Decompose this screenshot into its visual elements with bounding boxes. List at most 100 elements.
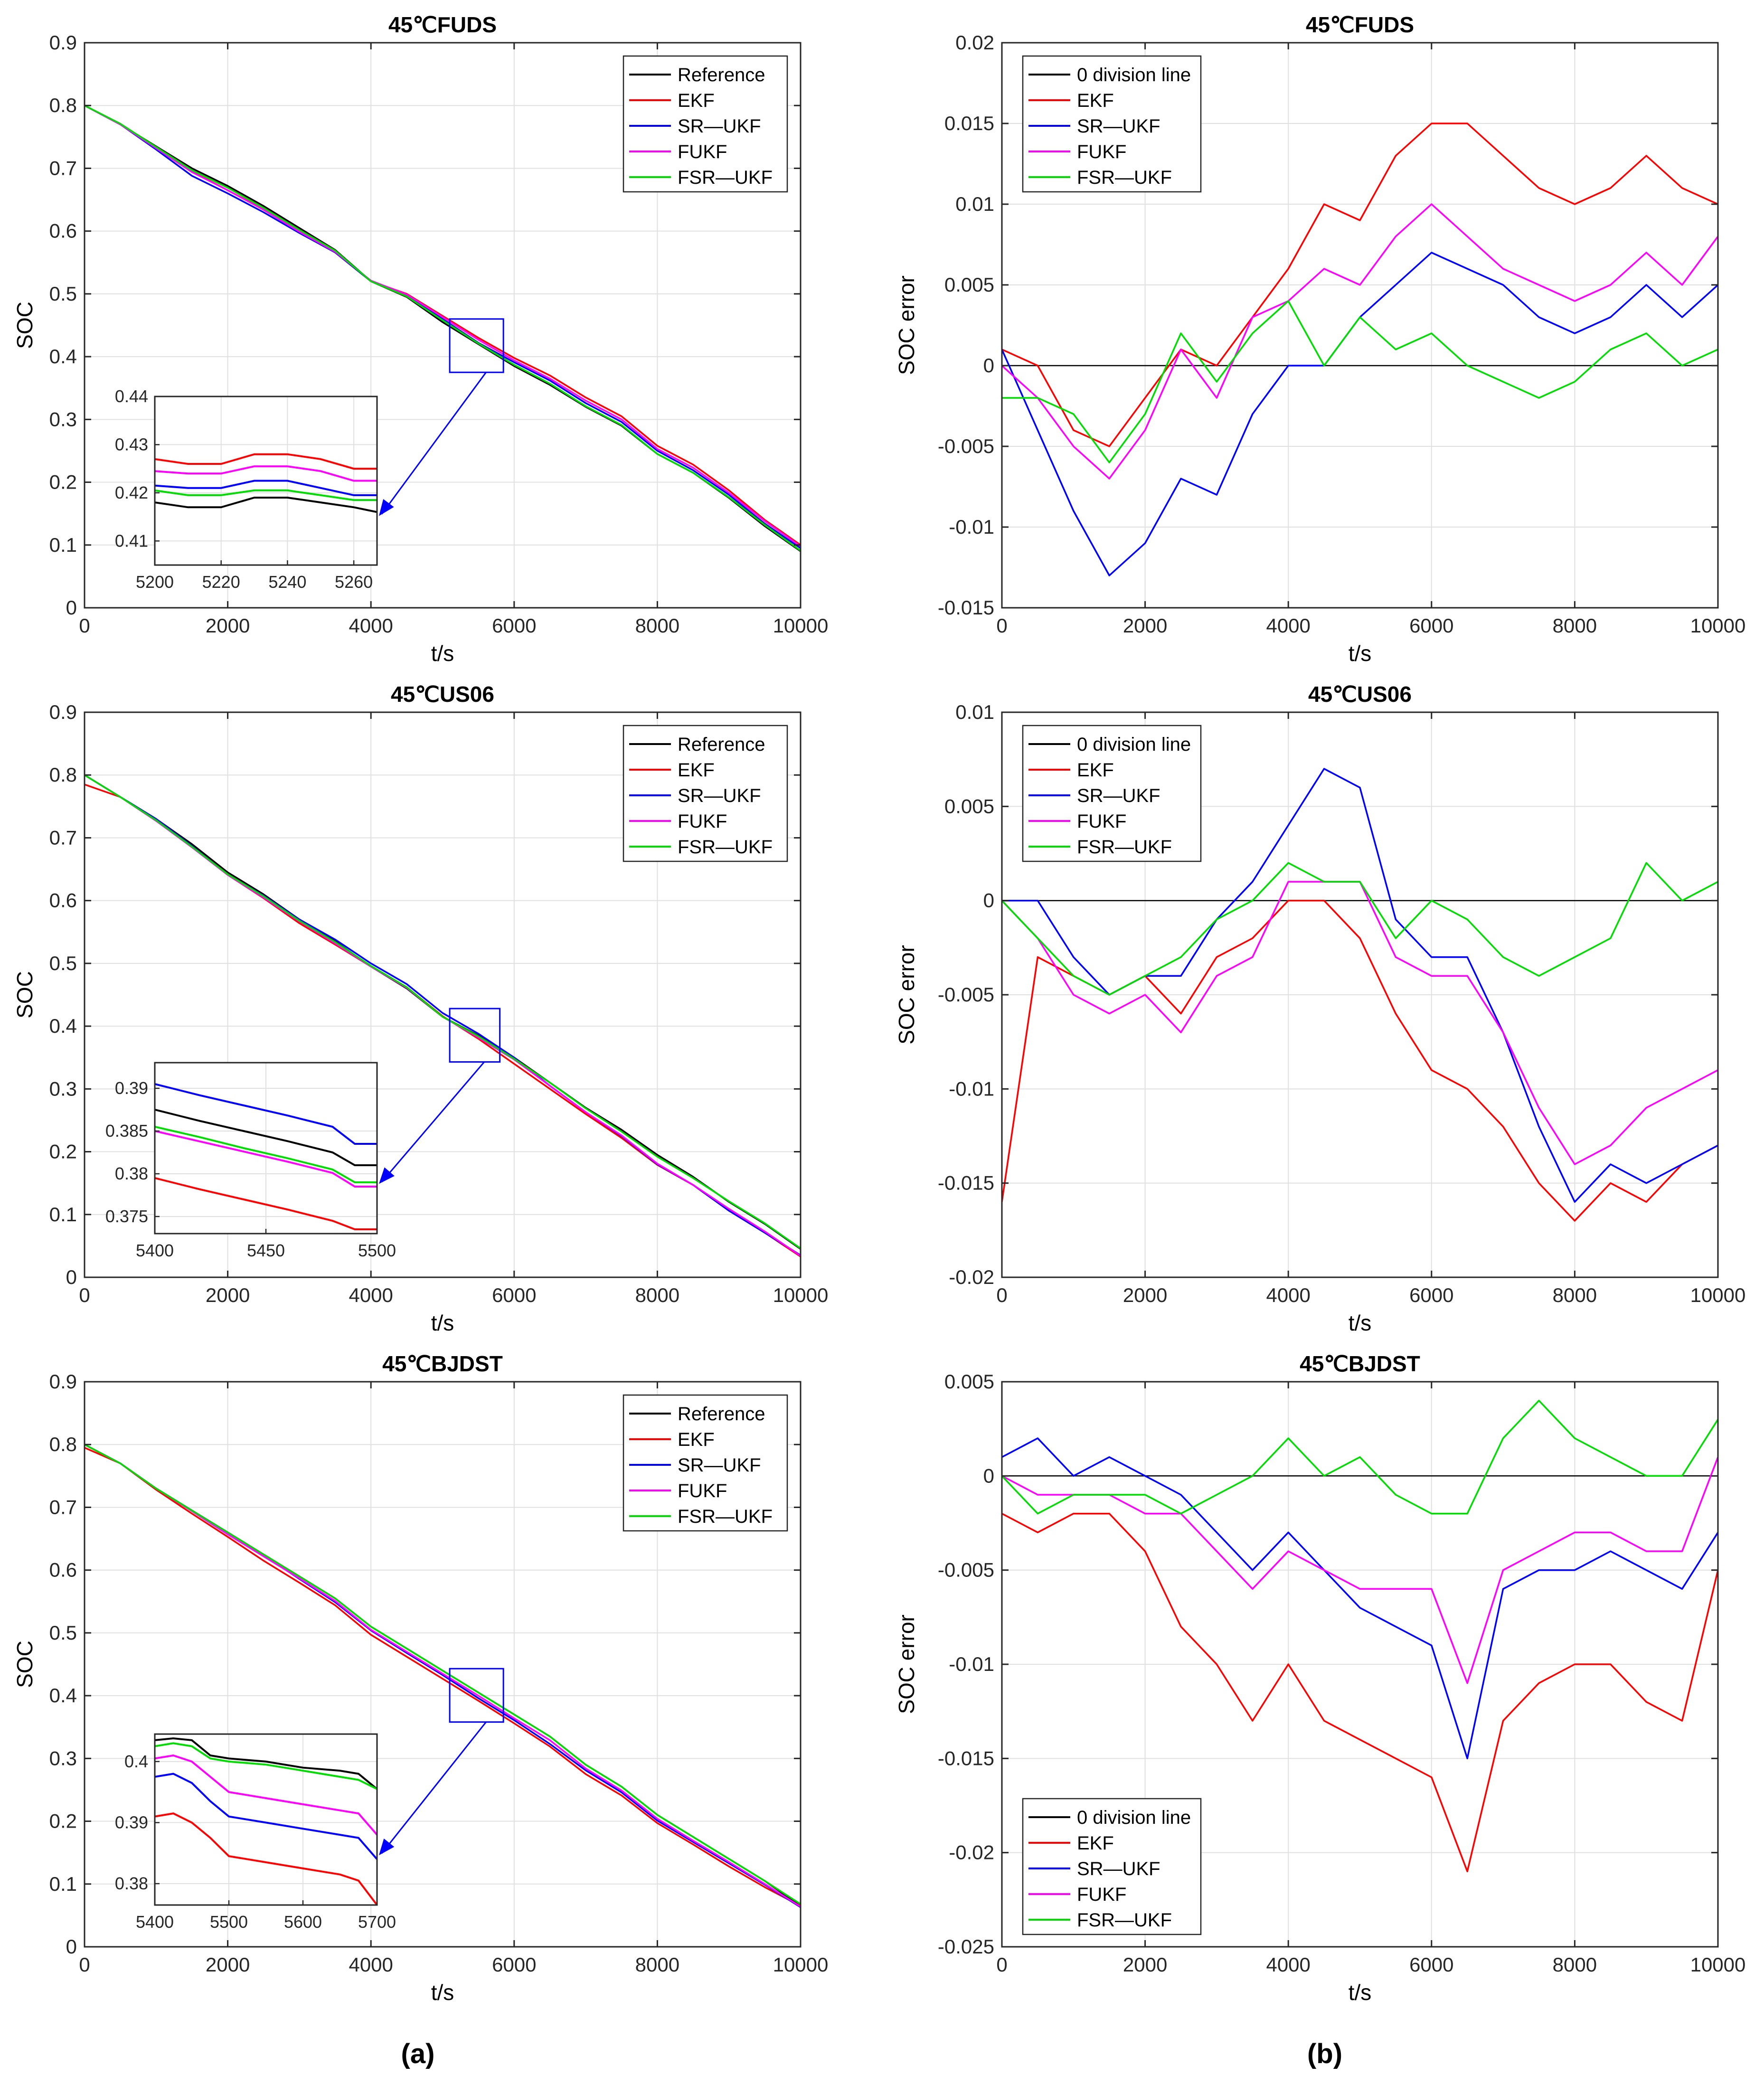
zoom-arrow-head <box>379 499 394 516</box>
y-tick-label: 0.8 <box>49 1433 77 1455</box>
legend-label: SR—UKF <box>1077 785 1160 806</box>
legend: Reference EKF SR—UKF FUKF FSR—UKF <box>623 725 788 862</box>
x-tick-label: 2000 <box>1123 1284 1167 1306</box>
y-tick-label: 0.4 <box>49 1684 77 1707</box>
inset-series-line-fsr-ukf <box>155 1742 377 1790</box>
x-tick-label: 4000 <box>349 1953 393 1976</box>
x-axis-label: t/s <box>431 641 454 666</box>
inset-series-line-reference <box>155 1737 377 1790</box>
inset-chart: 5200 5220 5240 5260 0.41 0.42 0.43 0.44 <box>115 387 378 592</box>
series-line-fsr-ukf <box>1002 1399 1718 1515</box>
x-tick-label: 8000 <box>1553 1284 1597 1306</box>
series-line-sr-ukf <box>85 104 801 549</box>
chart-2: 0 2000 4000 6000 8000 10000 -0.015 -0.01 -0.005 0… <box>894 12 1745 666</box>
inset-y-tick-label: 0.38 <box>115 1874 148 1893</box>
inset-x-tick-label: 5400 <box>136 1912 174 1932</box>
x-tick-label: 10000 <box>1690 614 1746 637</box>
chart-title: 45℃US06 <box>1308 682 1412 707</box>
x-tick-label: 0 <box>79 614 90 637</box>
legend-box <box>623 1394 788 1532</box>
inset-series-line-ekf <box>155 1812 377 1905</box>
inset-frame <box>154 396 378 566</box>
y-tick-label: 0.7 <box>49 826 77 849</box>
panel-label-b: (b) <box>1307 2038 1342 2069</box>
y-tick-label: 0.1 <box>49 1203 77 1226</box>
y-tick-label: 0.3 <box>49 1747 77 1769</box>
inset-x-tick-label: 5500 <box>358 1241 396 1260</box>
legend-label: EKF <box>1077 1833 1114 1854</box>
y-axis-label: SOC error <box>894 1614 919 1714</box>
y-tick-label: 0 <box>66 1935 77 1958</box>
y-tick-label: 0.9 <box>49 1370 77 1393</box>
x-tick-label: 10000 <box>773 1953 829 1976</box>
inset-x-tick-label: 5500 <box>210 1912 248 1932</box>
x-tick-label: 6000 <box>1409 1284 1453 1306</box>
chart-title: 45℃US06 <box>391 682 494 707</box>
legend-label: FUKF <box>1077 1884 1126 1905</box>
inset-x-tick-label: 5200 <box>136 572 174 592</box>
legend-label: EKF <box>678 90 715 111</box>
inset-x-tick-label: 5400 <box>136 1241 174 1260</box>
y-tick-label: 0.015 <box>944 112 994 134</box>
legend-label: SR—UKF <box>678 1455 761 1476</box>
axes-frame <box>1001 42 1719 609</box>
y-tick-label: -0.025 <box>938 1935 994 1958</box>
series-line-fsr-ukf <box>85 774 801 1249</box>
x-tick-label: 8000 <box>1553 614 1597 637</box>
y-tick-label: 0.6 <box>49 889 77 912</box>
y-tick-label: 0.5 <box>49 1622 77 1644</box>
legend-label: EKF <box>1077 760 1114 781</box>
y-tick-label: 0.8 <box>49 94 77 116</box>
y-tick-label: 0.9 <box>49 701 77 723</box>
chart-6: 0 2000 4000 6000 8000 10000 -0.025 -0.02 -0.015 -… <box>894 1351 1745 2005</box>
x-tick-label: 0 <box>79 1953 90 1976</box>
y-tick-label: 0.02 <box>955 31 994 54</box>
x-tick-label: 6000 <box>1409 1953 1453 1976</box>
y-axis-label: SOC <box>12 971 37 1019</box>
x-tick-label: 8000 <box>635 614 679 637</box>
axes-frame <box>84 1381 802 1948</box>
x-tick-label: 0 <box>996 614 1007 637</box>
series-line-sr-ukf <box>1002 1437 1718 1760</box>
zoom-arrow <box>381 1721 487 1854</box>
legend-label: FUKF <box>678 1481 727 1501</box>
y-tick-label: 0.1 <box>49 1873 77 1895</box>
x-tick-label: 10000 <box>1690 1284 1746 1306</box>
inset-series-line-fsr-ukf <box>155 489 377 501</box>
legend-label: Reference <box>678 734 765 755</box>
legend: Reference EKF SR—UKF FUKF FSR—UKF <box>623 55 788 193</box>
legend-label: EKF <box>1077 90 1114 111</box>
series-line-ekf <box>85 1447 801 1907</box>
legend-box <box>1022 725 1202 862</box>
x-tick-label: 0 <box>79 1284 90 1306</box>
chart-5: 0 2000 4000 6000 8000 10000 0 0.1 0.2 0.3 0.4 0.5 0.… <box>12 1351 828 2005</box>
y-tick-label: 0.3 <box>49 1077 77 1100</box>
legend-label: 0 division line <box>1077 734 1191 755</box>
y-tick-label: 0 <box>983 354 994 377</box>
y-tick-label: -0.01 <box>949 1077 994 1100</box>
legend-label: EKF <box>678 760 715 781</box>
inset-y-tick-label: 0.42 <box>115 483 148 502</box>
legend-label: FUKF <box>1077 811 1126 832</box>
x-tick-label: 2000 <box>1123 614 1167 637</box>
legend-label: SR—UKF <box>1077 1858 1160 1879</box>
inset-series-line-fukf <box>155 1754 377 1836</box>
y-axis-label: SOC <box>12 1641 37 1688</box>
inset-frame <box>154 1733 378 1906</box>
legend-label: FSR—UKF <box>1077 167 1172 188</box>
inset-x-tick-label: 5600 <box>284 1912 322 1932</box>
zoom-box <box>449 1008 501 1063</box>
y-tick-label: 0.005 <box>944 274 994 296</box>
inset-y-tick-label: 0.41 <box>115 531 148 550</box>
series-line-fsr-ukf <box>1002 300 1718 463</box>
y-tick-label: 0.1 <box>49 534 77 556</box>
inset-y-tick-label: 0.39 <box>115 1812 148 1832</box>
x-tick-label: 8000 <box>1553 1953 1597 1976</box>
legend-label: FSR—UKF <box>1077 1910 1172 1931</box>
inset-x-tick-label: 5260 <box>335 572 373 592</box>
y-tick-label: 0.4 <box>49 345 77 368</box>
x-tick-label: 6000 <box>492 1284 536 1306</box>
chart-title: 45℃FUDS <box>1306 12 1414 37</box>
x-axis-label: t/s <box>1349 1311 1372 1335</box>
